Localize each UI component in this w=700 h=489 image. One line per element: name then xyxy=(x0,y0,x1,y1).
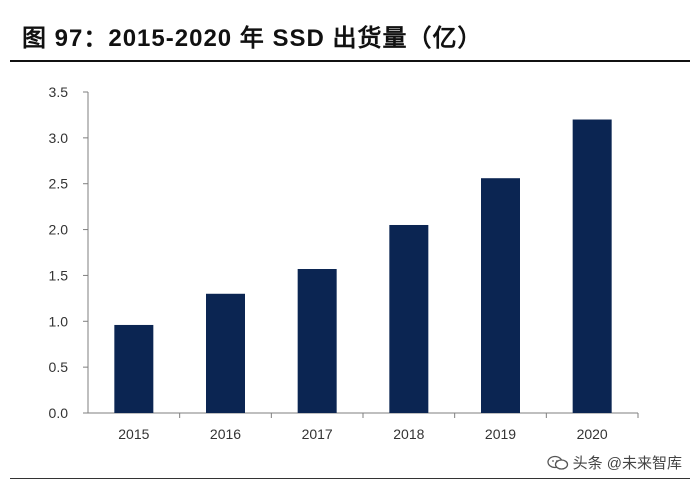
y-tick-label: 2.0 xyxy=(49,222,69,238)
x-tick-label: 2018 xyxy=(393,426,424,442)
y-tick-label: 0.5 xyxy=(49,359,69,375)
watermark-text: 头条 @未来智库 xyxy=(572,455,682,472)
bottom-rule xyxy=(10,478,690,479)
x-tick-label: 2015 xyxy=(118,426,149,442)
bar-2015 xyxy=(114,324,154,413)
bar-2019 xyxy=(481,178,520,413)
y-tick-label: 0.0 xyxy=(49,405,69,421)
wechat-icon xyxy=(546,455,568,470)
y-tick-label: 3.5 xyxy=(49,84,69,100)
x-tick-label: 2017 xyxy=(302,426,333,442)
ssd-shipments-bar-chart: 0.0 0.5 1.0 1.5 2.0 2.5 3.0 3.5 2015 2016 2017 2018… xyxy=(49,84,639,442)
source-watermark: 头条 @未来智库 xyxy=(541,452,682,473)
y-tick-label: 1.5 xyxy=(49,267,69,283)
bar-2020 xyxy=(572,119,612,413)
bar-2017 xyxy=(297,269,337,413)
bar-2018 xyxy=(389,224,429,413)
bar-2016 xyxy=(206,293,245,413)
y-tick-label: 1.0 xyxy=(49,313,69,329)
x-tick-label: 2020 xyxy=(577,426,608,442)
x-tick-label: 2019 xyxy=(485,426,516,442)
y-tick-label: 2.5 xyxy=(49,176,69,192)
y-tick-label: 3.0 xyxy=(49,130,69,146)
x-tick-label: 2016 xyxy=(210,426,241,442)
top-rule xyxy=(10,60,690,62)
figure-title: 图 97：2015-2020 年 SSD 出货量（亿） xyxy=(22,25,483,52)
